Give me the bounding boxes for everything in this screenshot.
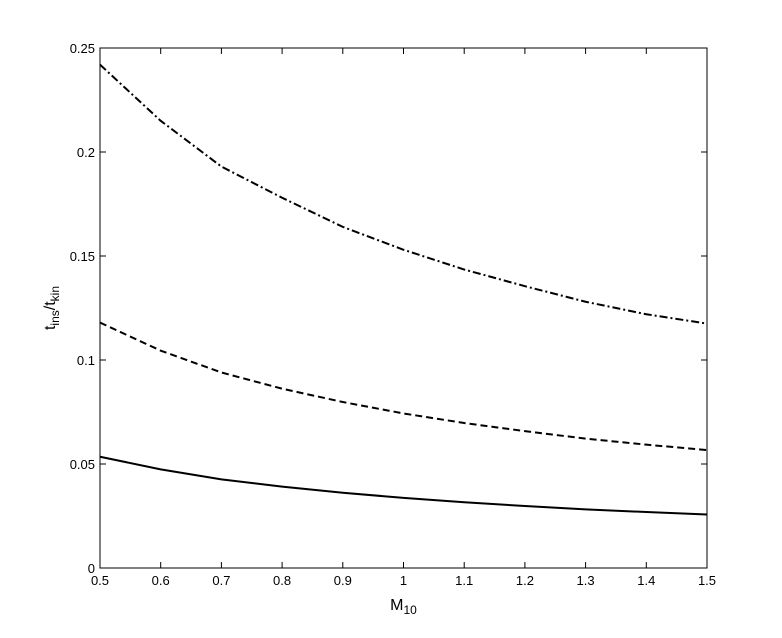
x-tick-label: 0.6 [152, 573, 170, 588]
x-tick-label: 0.9 [334, 573, 352, 588]
xlabel-part: M [390, 597, 403, 614]
x-tick-label: 0.7 [212, 573, 230, 588]
x-tick-label: 1.4 [637, 573, 655, 588]
x-tick-label: 1.5 [698, 573, 716, 588]
x-tick-label: 0.5 [91, 573, 109, 588]
ylabel-part: ins [48, 310, 62, 325]
x-tick-label: 1.1 [455, 573, 473, 588]
series-line [99, 63, 708, 325]
y-tick-label: 0.05 [70, 457, 95, 472]
ylabel-part: kin [48, 286, 62, 301]
y-tick-label: 0.15 [70, 249, 95, 264]
x-tick-label: 1 [400, 573, 407, 588]
x-tick-label: 0.8 [273, 573, 291, 588]
y-tick-label: 0.2 [77, 145, 95, 160]
series-line [99, 321, 708, 452]
series-line [99, 455, 708, 516]
y-tick-label: 0.1 [77, 353, 95, 368]
x-tick-label: 1.2 [516, 573, 534, 588]
y-tick-label: 0 [88, 561, 95, 576]
x-tick-label: 1.3 [577, 573, 595, 588]
ylabel-part: t [42, 325, 59, 330]
ylabel-part: /t [42, 301, 59, 310]
xlabel: M10 [390, 597, 417, 617]
xlabel-part: 10 [403, 603, 417, 617]
y-tick-label: 0.25 [70, 41, 95, 56]
ylabel: tins/tkin [42, 286, 62, 330]
